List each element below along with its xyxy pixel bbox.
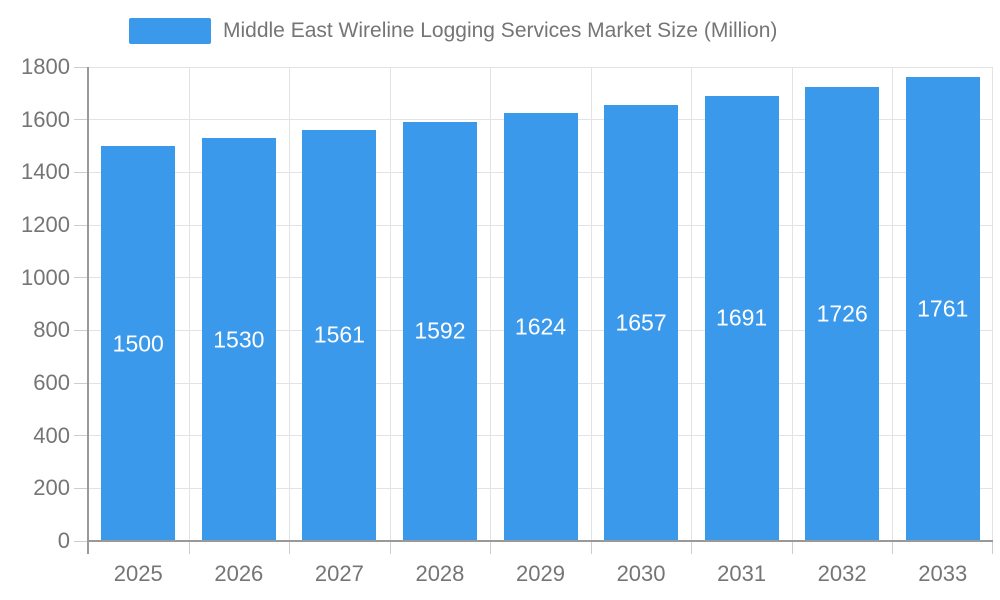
- y-axis-tick: [74, 540, 88, 542]
- x-axis-category-label: 2033: [918, 561, 968, 586]
- gridline-vertical: [490, 67, 492, 541]
- y-axis-tick: [74, 119, 88, 121]
- bar: [503, 113, 578, 541]
- bar: [101, 146, 176, 541]
- gridline-vertical: [389, 67, 391, 541]
- x-axis-tick: [490, 541, 492, 554]
- x-axis-tick: [590, 541, 592, 554]
- x-axis-tick: [791, 541, 793, 554]
- y-axis-tick-label: 1200: [21, 212, 70, 237]
- x-axis-category-label: 2025: [113, 561, 163, 586]
- bar-value-label: 1592: [414, 317, 466, 344]
- bar-value-label: 1500: [112, 330, 164, 356]
- x-axis-tick: [188, 541, 190, 554]
- x-axis-tick: [892, 541, 894, 554]
- x-axis-category-label: 2027: [314, 561, 364, 586]
- y-axis-tick-label: 0: [57, 528, 70, 553]
- x-axis-category-label: 2029: [516, 561, 565, 586]
- y-axis-line: [87, 67, 89, 554]
- y-axis-tick-label: 1600: [21, 106, 70, 132]
- legend-marker-swatch[interactable]: [129, 18, 211, 44]
- x-axis-category-label: 2028: [415, 561, 465, 586]
- bar: [201, 138, 276, 541]
- gridline-vertical: [791, 67, 793, 541]
- legend-label[interactable]: Middle East Wireline Logging Services Ma…: [223, 19, 778, 42]
- bar-chart-plot-area: 0 200 400 600 800 1000 1200 1400 1600 1800 1500 202…: [21, 54, 993, 586]
- x-axis-category-label: 2026: [214, 561, 264, 586]
- x-axis-tick: [992, 541, 993, 554]
- bar: [604, 104, 679, 541]
- x-axis-category-label: 2030: [616, 561, 666, 586]
- gridline-vertical: [892, 67, 894, 541]
- gridline-horizontal: [88, 66, 993, 68]
- x-axis-tick: [691, 541, 693, 554]
- y-axis-tick: [74, 224, 88, 226]
- y-axis-tick-label: 1000: [21, 264, 70, 290]
- bar-value-label: 1561: [313, 321, 365, 348]
- y-axis-tick-label: 1800: [21, 54, 70, 79]
- gridline-vertical: [188, 67, 190, 541]
- y-axis-tick: [74, 171, 88, 173]
- y-axis-tick: [74, 487, 88, 489]
- bar: [805, 86, 880, 541]
- gridline-vertical: [992, 67, 993, 541]
- bar: [302, 129, 377, 541]
- y-axis-tick: [74, 382, 88, 384]
- bar: [704, 95, 779, 541]
- y-axis-tick-label: 400: [33, 422, 70, 448]
- bar-value-label: 1691: [716, 304, 768, 331]
- gridline-vertical: [590, 67, 592, 541]
- bar-value-label: 1624: [514, 313, 567, 340]
- y-axis-tick: [74, 66, 88, 68]
- y-axis-tick: [74, 277, 88, 279]
- y-axis-tick: [74, 435, 88, 437]
- bar-value-label: 1726: [816, 300, 868, 327]
- bar: [905, 77, 980, 541]
- y-axis-tick-label: 600: [33, 370, 70, 395]
- gridline-vertical: [691, 67, 693, 541]
- y-axis-tick: [74, 329, 88, 331]
- x-axis-category-label: 2032: [817, 561, 867, 586]
- bar-value-label: 1530: [213, 326, 265, 353]
- x-axis-tick: [289, 541, 291, 554]
- x-axis-category-label: 2031: [717, 561, 767, 586]
- x-axis-tick: [389, 541, 391, 554]
- legend[interactable]: Middle East Wireline Logging Services Ma…: [129, 18, 777, 44]
- bar: [402, 121, 477, 541]
- y-axis-tick-label: 1400: [21, 159, 70, 185]
- y-axis-tick-label: 200: [33, 475, 70, 501]
- x-axis-line: [88, 540, 993, 542]
- gridline-vertical: [289, 67, 291, 541]
- y-axis-tick-label: 800: [33, 317, 70, 343]
- bar-value-label: 1761: [917, 295, 969, 322]
- bar-value-label: 1657: [615, 309, 667, 336]
